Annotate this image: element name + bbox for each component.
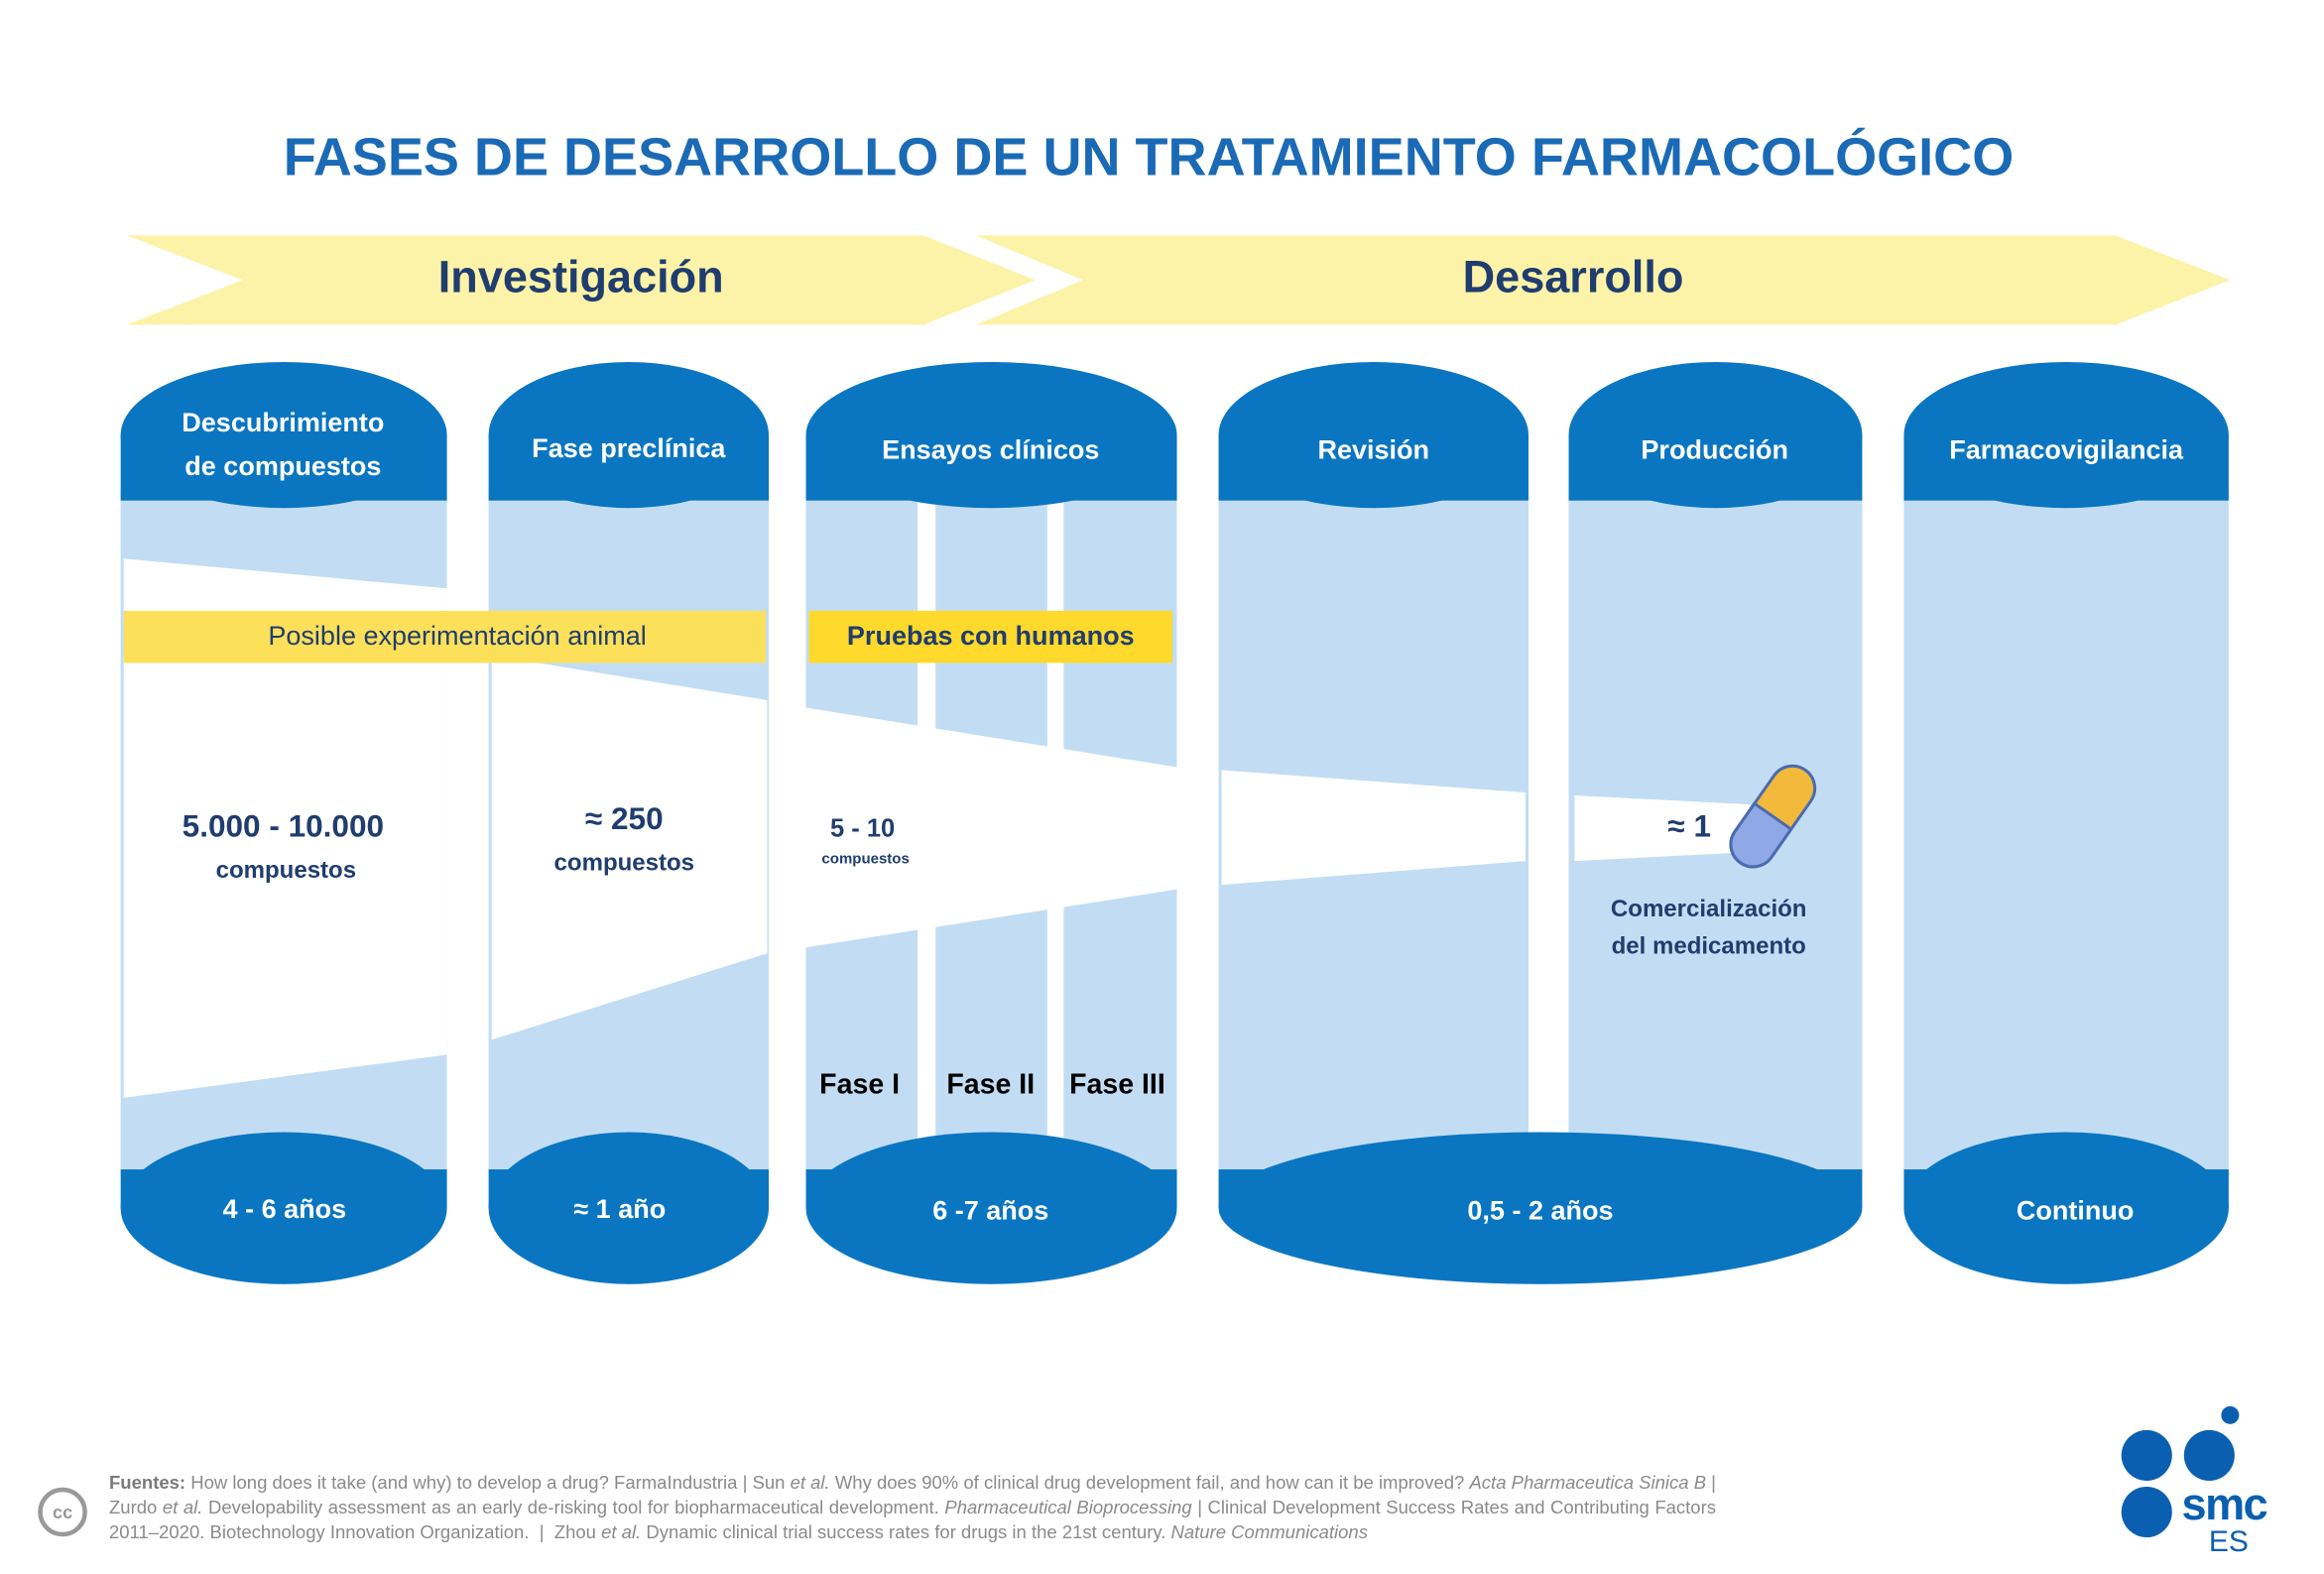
source-text: et al. <box>601 1521 642 1542</box>
license-label: cc <box>53 1503 72 1522</box>
funnel <box>123 500 1751 1171</box>
source-text: Nature Communications <box>1170 1521 1368 1542</box>
duration: 4 - 6 años <box>223 1194 347 1224</box>
duration: 6 -7 años <box>932 1196 1048 1226</box>
source-text: et al. <box>790 1472 830 1493</box>
column-header: Revisión <box>1317 434 1429 464</box>
source-text: How long does it take (and why) to devel… <box>185 1472 791 1493</box>
count: 5.000 - 10.000 <box>183 807 384 843</box>
logo-name: smc <box>2182 1479 2267 1529</box>
count-unit: compuestos <box>821 851 909 868</box>
duration: Continuo <box>2017 1196 2135 1226</box>
title: FASES DE DESARROLLO DE UN TRATAMIENTO FA… <box>284 128 2015 187</box>
column-header: Descubrimiento <box>182 408 384 437</box>
column-header: de compuestos <box>184 451 381 481</box>
count: ≈ 1 <box>1667 807 1711 843</box>
license-icon <box>38 1487 87 1537</box>
column-header: Fase preclínica <box>532 433 726 463</box>
duration: ≈ 1 año <box>573 1194 666 1224</box>
source-text: | Clinical Development Success Rates and… <box>109 1497 1722 1542</box>
banner-label: Pruebas con humanos <box>847 621 1135 651</box>
column-header: Ensayos clínicos <box>882 434 1099 464</box>
count-unit: compuestos <box>554 849 694 876</box>
sources-label: Fuentes: <box>109 1472 186 1493</box>
source-text: Pharmaceutical Bioprocessing <box>944 1497 1192 1517</box>
column-caps <box>120 362 2229 1284</box>
stage-label: Investigación <box>438 251 724 302</box>
stage-arrow <box>126 235 1036 325</box>
count: 5 - 10 <box>830 814 895 842</box>
source-text: Why does 90% of clinical drug developmen… <box>829 1472 1470 1493</box>
logo-dots <box>2121 1405 2240 1538</box>
source-text: Dynamic clinical trial success rates for… <box>641 1521 1171 1542</box>
banner <box>123 610 766 664</box>
outcome-label: Comercialización <box>1611 896 1807 922</box>
column-header: Producción <box>1641 434 1788 464</box>
stage-label: Desarrollo <box>1463 251 1684 302</box>
phase-label: Fase III <box>1069 1068 1165 1100</box>
source-text: | Zurdo <box>109 1472 1722 1517</box>
phase-label: Fase II <box>946 1068 1035 1100</box>
pill-icon <box>1729 764 1817 869</box>
count-unit: compuestos <box>216 857 356 884</box>
column-header: Farmacovigilancia <box>1949 434 2184 464</box>
source-text: et al. <box>162 1497 203 1517</box>
source-text: Developability assessment as an early de… <box>202 1497 945 1517</box>
logo-region: ES <box>2209 1525 2249 1558</box>
stage-arrow <box>975 235 2231 325</box>
duration: 0,5 - 2 años <box>1467 1196 1613 1226</box>
count: ≈ 250 <box>585 800 664 836</box>
source-text: Acta Pharmaceutica Sinica B <box>1469 1472 1707 1493</box>
banner-label: Posible experimentación animal <box>268 621 646 651</box>
outcome-label: del medicamento <box>1612 933 1806 960</box>
sources: Fuentes: How long does it take (and why)… <box>109 1470 1716 1544</box>
phase-label: Fase I <box>819 1068 900 1100</box>
banner <box>808 610 1173 664</box>
